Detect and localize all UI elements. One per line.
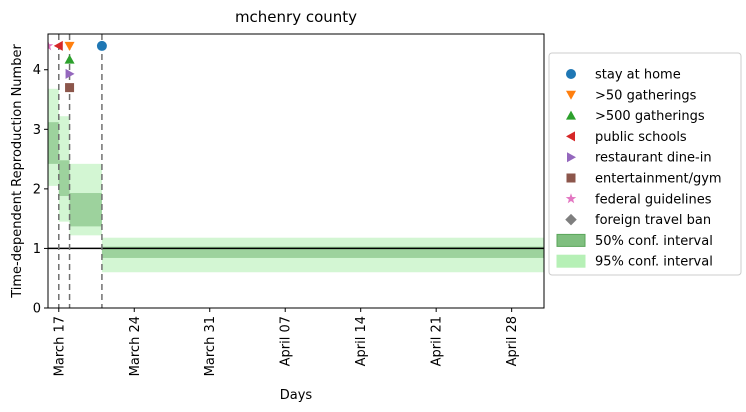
plot-frame bbox=[47, 33, 545, 309]
marker-restaurant-dine-in bbox=[65, 68, 75, 79]
y-tick-label-3: 3 bbox=[33, 123, 41, 138]
legend-label-1: >50 gatherings bbox=[595, 88, 697, 103]
ci50-band-3 bbox=[101, 246, 544, 258]
marker-stay-at-home bbox=[96, 40, 107, 51]
y-tick-label-4: 4 bbox=[33, 63, 41, 78]
x-tick-label-5: April 21 bbox=[430, 316, 445, 366]
x-tick-label-4: April 14 bbox=[354, 316, 369, 366]
marker--500-gatherings bbox=[64, 54, 75, 64]
y-tick-label-0: 0 bbox=[33, 302, 41, 317]
legend-marker-7 bbox=[565, 213, 577, 226]
x-axis-title: Days bbox=[280, 388, 313, 403]
x-tick-label-3: April 07 bbox=[279, 316, 294, 366]
legend-marker-6 bbox=[565, 193, 577, 204]
plot-area bbox=[48, 34, 544, 308]
legend-ci95-swatch bbox=[556, 254, 586, 268]
marker-public-schools bbox=[53, 40, 63, 51]
legend-label-5: entertainment/gym bbox=[595, 172, 722, 187]
ci50-band-1 bbox=[58, 160, 70, 197]
legend-marker-1 bbox=[566, 90, 576, 100]
ci50-band-2 bbox=[69, 193, 102, 227]
x-tick-label-1: March 24 bbox=[128, 316, 143, 376]
y-axis-title: Time-dependent Reproduction Number bbox=[10, 44, 25, 299]
legend-label-3: public schools bbox=[595, 130, 687, 145]
x-axis: March 17 March 24 March 31 April 07 April 14… bbox=[52, 308, 520, 376]
legend-marker-0 bbox=[566, 69, 576, 79]
legend-label-4: restaurant dine-in bbox=[595, 151, 712, 166]
x-tick-label-2: March 31 bbox=[203, 316, 218, 376]
legend-ci50-swatch bbox=[556, 233, 586, 247]
legend-ci50-label: 50% conf. interval bbox=[595, 234, 713, 249]
legend-marker-3 bbox=[566, 131, 575, 142]
legend-marker-2 bbox=[566, 110, 576, 120]
marker--50-gatherings bbox=[64, 41, 75, 51]
legend-marker-4 bbox=[567, 152, 576, 163]
x-tick-label-6: April 28 bbox=[505, 316, 520, 366]
legend: stay at home >50 gatherings >500 gathering… bbox=[548, 52, 742, 276]
legend-label-6: federal guidelines bbox=[595, 192, 712, 207]
legend-ci95-label: 95% conf. interval bbox=[595, 255, 713, 270]
legend-box bbox=[548, 52, 742, 276]
y-axis: 0 1 2 3 4 bbox=[33, 63, 48, 317]
legend-label-0: stay at home bbox=[595, 68, 681, 83]
marker-entertainment-gym bbox=[65, 83, 75, 93]
marker-federal-guidelines bbox=[48, 40, 54, 51]
legend-label-2: >500 gatherings bbox=[595, 109, 705, 124]
x-tick-label-0: March 17 bbox=[52, 316, 67, 376]
ci50-band-0 bbox=[48, 122, 59, 164]
legend-marker-5 bbox=[566, 173, 576, 183]
y-tick-label-2: 2 bbox=[33, 182, 41, 197]
chart-title: mchenry county bbox=[235, 8, 357, 26]
y-tick-label-1: 1 bbox=[33, 242, 41, 257]
legend-label-7: foreign travel ban bbox=[595, 213, 711, 228]
